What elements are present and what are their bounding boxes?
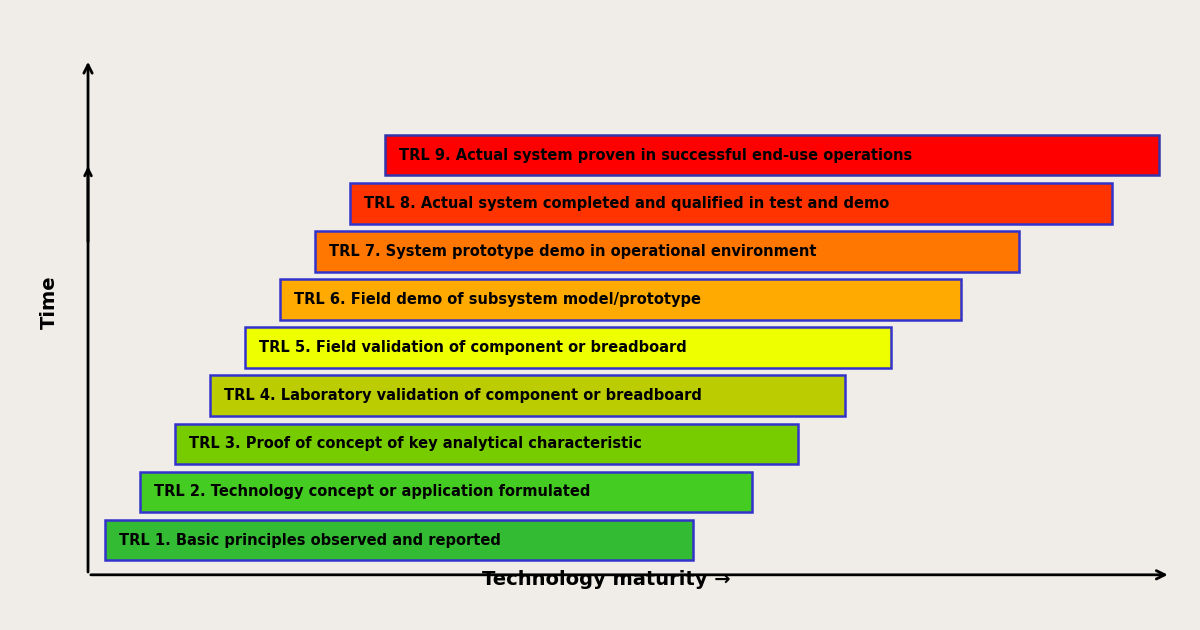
Text: TRL 2. Technology concept or application formulated: TRL 2. Technology concept or application… xyxy=(155,484,590,500)
FancyBboxPatch shape xyxy=(280,279,961,320)
FancyBboxPatch shape xyxy=(385,135,1159,176)
Text: TRL 6. Field demo of subsystem model/prototype: TRL 6. Field demo of subsystem model/pro… xyxy=(294,292,701,307)
FancyBboxPatch shape xyxy=(140,472,751,512)
Text: TRL 8. Actual system completed and qualified in test and demo: TRL 8. Actual system completed and quali… xyxy=(364,196,889,211)
Text: Technology maturity →: Technology maturity → xyxy=(481,570,731,589)
FancyBboxPatch shape xyxy=(175,423,798,464)
Text: TRL 9. Actual system proven in successful end-use operations: TRL 9. Actual system proven in successfu… xyxy=(398,147,912,163)
Text: TRL 1. Basic principles observed and reported: TRL 1. Basic principles observed and rep… xyxy=(120,532,502,547)
FancyBboxPatch shape xyxy=(106,520,694,560)
FancyBboxPatch shape xyxy=(314,231,1019,272)
FancyBboxPatch shape xyxy=(350,183,1112,224)
FancyBboxPatch shape xyxy=(245,328,892,368)
FancyBboxPatch shape xyxy=(210,375,845,416)
Text: TRL 4. Laboratory validation of component or breadboard: TRL 4. Laboratory validation of componen… xyxy=(224,388,702,403)
Text: Time: Time xyxy=(40,275,59,329)
Text: TRL 3. Proof of concept of key analytical characteristic: TRL 3. Proof of concept of key analytica… xyxy=(190,437,642,451)
Text: TRL 7. System prototype demo in operational environment: TRL 7. System prototype demo in operatio… xyxy=(329,244,816,259)
Text: TRL 5. Field validation of component or breadboard: TRL 5. Field validation of component or … xyxy=(259,340,686,355)
